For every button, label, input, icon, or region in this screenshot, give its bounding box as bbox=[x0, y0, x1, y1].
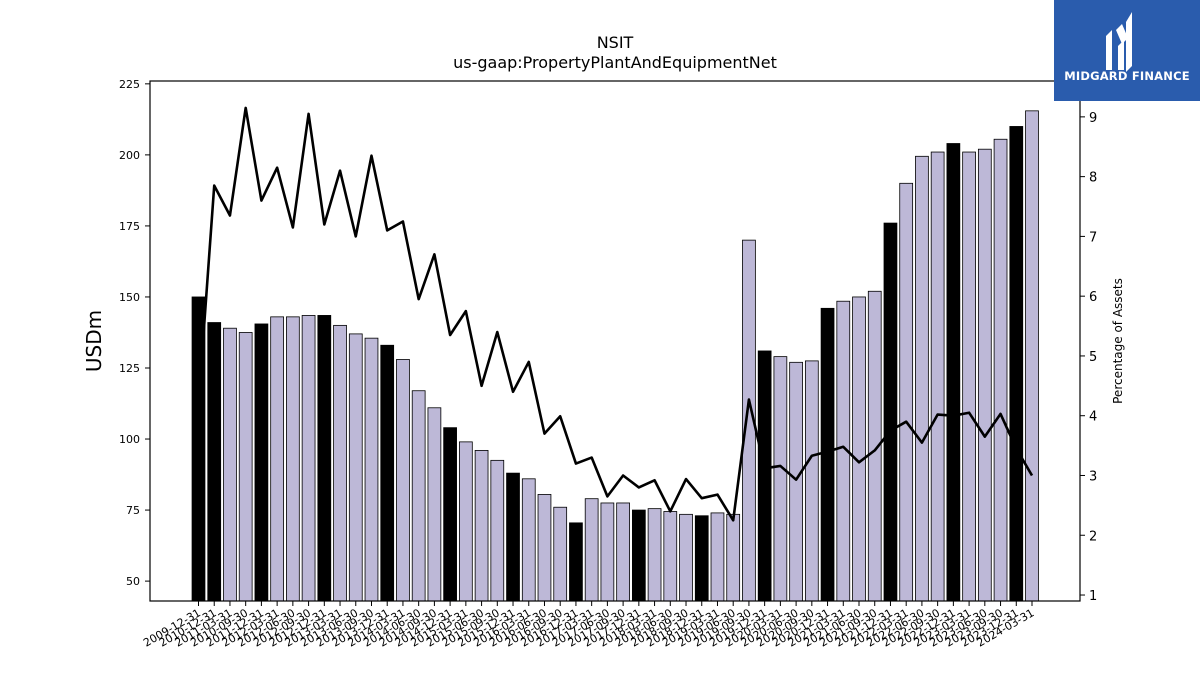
bar bbox=[348, 333, 363, 602]
bar bbox=[490, 459, 505, 602]
y2-axis-label: Percentage of Assets bbox=[1111, 278, 1125, 404]
y2-tick-label: 3 bbox=[1089, 469, 1097, 484]
bar bbox=[317, 315, 332, 602]
y-tick-label: 200 bbox=[119, 149, 140, 162]
y-tick-label: 175 bbox=[119, 220, 140, 233]
bar bbox=[930, 151, 945, 602]
bar bbox=[396, 359, 410, 602]
bar bbox=[238, 332, 253, 602]
y2-tick-label: 1 bbox=[1089, 589, 1097, 604]
logo-mark-icon bbox=[1106, 12, 1132, 72]
bar bbox=[977, 148, 992, 602]
bar bbox=[694, 515, 709, 602]
chart-subtitle: us-gaap:PropertyPlantAndEquipmentNet bbox=[453, 53, 777, 72]
bar bbox=[223, 327, 237, 602]
bar bbox=[1009, 126, 1024, 602]
y2-tick-label: 9 bbox=[1089, 111, 1097, 126]
bar bbox=[962, 151, 976, 602]
logo: MIDGARD FINANCE bbox=[1054, 0, 1200, 101]
chart-title: NSIT bbox=[597, 33, 634, 52]
y-tick-label: 50 bbox=[126, 575, 140, 588]
series-line bbox=[197, 106, 1034, 522]
bar bbox=[207, 322, 222, 602]
bar bbox=[616, 502, 630, 602]
bar bbox=[333, 324, 347, 602]
bar bbox=[286, 316, 300, 602]
bar bbox=[600, 502, 615, 602]
line-group bbox=[197, 106, 1034, 522]
bar bbox=[443, 427, 457, 602]
y-tick-label: 125 bbox=[119, 362, 140, 375]
plot-frame bbox=[149, 80, 1081, 602]
bar bbox=[852, 296, 866, 602]
bar bbox=[804, 360, 819, 602]
bar bbox=[380, 344, 395, 602]
bar bbox=[631, 509, 646, 602]
y-axis: 50 75 100 125 150 175 200 225 bbox=[119, 78, 150, 588]
y-tick-label: 100 bbox=[119, 433, 140, 446]
bar bbox=[254, 323, 269, 602]
bar bbox=[726, 513, 741, 602]
bar bbox=[569, 522, 583, 602]
bar bbox=[521, 478, 536, 602]
bar bbox=[364, 337, 379, 602]
bar bbox=[710, 512, 725, 602]
y-tick-label: 225 bbox=[119, 78, 140, 91]
bar bbox=[789, 361, 803, 602]
y-tick-label: 75 bbox=[126, 504, 140, 517]
bar bbox=[993, 138, 1008, 602]
y-axis-label: USDm bbox=[82, 310, 106, 372]
x-axis: 2009-12-312010-12-312011-03-312010-09-30… bbox=[141, 601, 1037, 650]
bar bbox=[411, 390, 426, 602]
y2-tick-label: 7 bbox=[1089, 230, 1097, 245]
bar bbox=[553, 506, 568, 602]
bar bbox=[301, 315, 316, 602]
bar bbox=[1025, 110, 1039, 602]
bar bbox=[899, 182, 914, 602]
y-tick-label: 150 bbox=[119, 291, 140, 304]
logo-text: MIDGARD FINANCE bbox=[1064, 69, 1190, 83]
bar bbox=[474, 449, 489, 602]
y2-tick-label: 6 bbox=[1089, 290, 1097, 305]
bar bbox=[679, 513, 693, 602]
y2-tick-label: 5 bbox=[1089, 350, 1097, 365]
bar bbox=[915, 155, 929, 602]
y2-tick-label: 4 bbox=[1089, 410, 1097, 425]
y2-axis: 1 2 3 4 5 6 7 8 9 bbox=[1080, 111, 1097, 604]
bar bbox=[458, 441, 473, 602]
bar bbox=[584, 498, 599, 602]
bar bbox=[883, 222, 898, 602]
y2-tick-label: 8 bbox=[1089, 171, 1097, 186]
bar bbox=[946, 143, 961, 602]
bar bbox=[537, 494, 552, 602]
bar bbox=[506, 472, 520, 602]
bar bbox=[663, 511, 678, 602]
bar bbox=[270, 316, 284, 602]
bar bbox=[773, 356, 788, 602]
bar bbox=[820, 307, 835, 602]
bar bbox=[757, 350, 772, 602]
bar bbox=[427, 407, 442, 602]
y2-tick-label: 2 bbox=[1089, 529, 1097, 544]
bar bbox=[647, 508, 662, 602]
